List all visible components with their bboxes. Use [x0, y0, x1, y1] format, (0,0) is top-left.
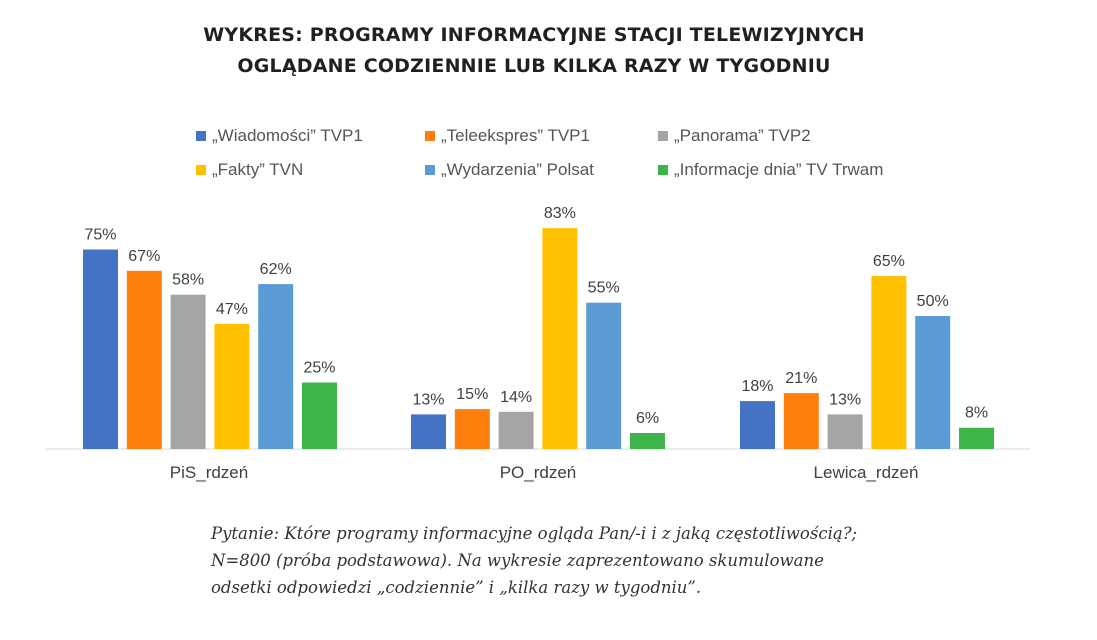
data-label: 58% [172, 272, 204, 289]
data-label: 47% [216, 301, 248, 318]
legend-item: „Panorama” TVP2 [658, 126, 811, 146]
legend-swatch [196, 131, 206, 141]
bar [411, 414, 446, 449]
legend-label: „Informacje dnia” TV Trwam [674, 160, 884, 179]
legend-item: „Teleekspres” TVP1 [425, 126, 590, 146]
bar [871, 276, 907, 449]
data-label: 50% [917, 293, 949, 310]
data-label: 21% [785, 370, 817, 387]
bar [630, 433, 665, 449]
chart-legend: „Wiadomości” TVP1 „Teleekspres” TVP1 „Pano… [196, 126, 956, 186]
bar [214, 324, 250, 449]
chart-title-line-1: WYKRES: PROGRAMY INFORMACYJNE STACJI TEL… [203, 24, 865, 46]
bar [740, 401, 775, 449]
data-label: 15% [456, 386, 488, 403]
bar [170, 294, 206, 449]
chart-title: WYKRES: PROGRAMY INFORMACYJNE STACJI TEL… [0, 20, 1068, 82]
data-label: 25% [303, 360, 335, 377]
bar [454, 409, 490, 449]
legend-item: „Fakty” TVN [196, 160, 303, 180]
category-label: Lewica_rdzeń [814, 463, 919, 482]
legend-swatch [658, 165, 668, 175]
legend-label: „Fakty” TVN [212, 160, 304, 179]
chart-title-line-2: OGLĄDANE CODZIENNIE LUB KILKA RAZY W TYG… [237, 55, 831, 77]
data-label: 83% [544, 205, 576, 222]
bar [498, 411, 534, 449]
bar [302, 382, 337, 449]
bar [126, 270, 162, 449]
category-label: PiS_rdzeń [170, 463, 248, 482]
bar [542, 228, 578, 449]
bar [83, 249, 118, 449]
bar [959, 427, 994, 449]
legend-swatch [425, 165, 435, 175]
bar [827, 414, 863, 449]
data-label: 13% [412, 391, 444, 408]
legend-item: „Wydarzenia” Polsat [425, 160, 594, 180]
data-label: 55% [588, 280, 620, 297]
legend-swatch [425, 131, 435, 141]
bar [915, 316, 951, 449]
legend-label: „Wiadomości” TVP1 [212, 126, 363, 145]
data-label: 14% [500, 389, 532, 406]
bar [586, 302, 622, 449]
data-label: 67% [128, 248, 160, 265]
data-label: 8% [965, 405, 988, 422]
legend-swatch [196, 165, 206, 175]
data-label: 65% [873, 253, 905, 270]
bar [258, 284, 294, 449]
legend-item: „Wiadomości” TVP1 [196, 126, 363, 146]
legend-label: „Teleekspres” TVP1 [441, 126, 590, 145]
data-label: 75% [84, 227, 116, 244]
data-label: 62% [260, 261, 292, 278]
category-label: PO_rdzeń [500, 463, 577, 482]
bar [783, 393, 819, 449]
legend-label: „Wydarzenia” Polsat [441, 160, 594, 179]
data-label: 13% [829, 391, 861, 408]
survey-question-note: Pytanie: Które programy informacyjne ogl… [211, 524, 858, 597]
data-label: 18% [741, 378, 773, 395]
legend-label: „Panorama” TVP2 [674, 126, 811, 145]
legend-swatch [658, 131, 668, 141]
data-label: 6% [636, 410, 659, 427]
legend-item: „Informacje dnia” TV Trwam [658, 160, 883, 180]
